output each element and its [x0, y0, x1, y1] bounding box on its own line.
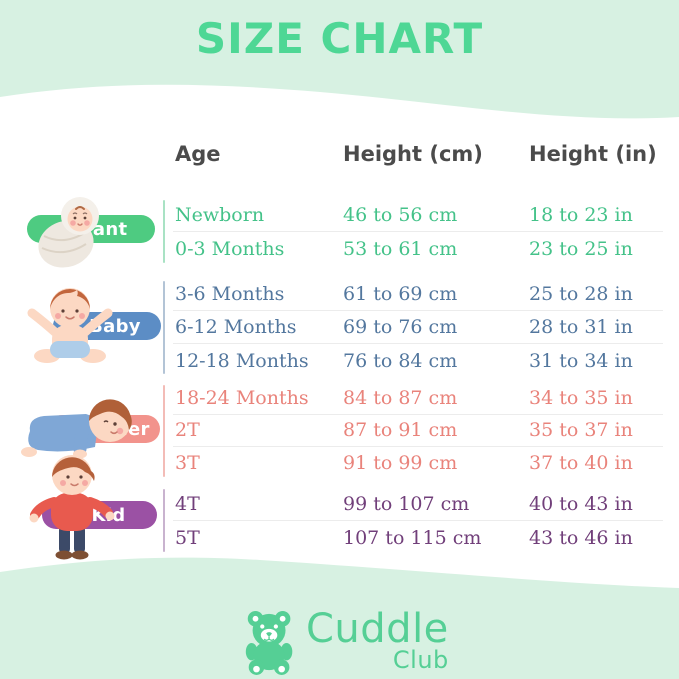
age-cell: 12-18 Months [175, 349, 309, 372]
height-cm-cell: 84 to 87 cm [343, 386, 458, 409]
kid-divider-line [163, 489, 165, 552]
height-cm-cell: 53 to 61 cm [343, 237, 458, 260]
table-row: 4T 99 to 107 cm 40 to 43 in [173, 488, 663, 521]
table-header: Age Height (cm) Height (in) [173, 142, 663, 166]
age-cell: 18-24 Months [175, 386, 309, 409]
age-cell: 4T [175, 493, 200, 515]
height-in-cell: 23 to 25 in [529, 237, 633, 260]
sitting-baby-illustration [27, 288, 113, 363]
table-row: 6-12 Months 69 to 76 cm 28 to 31 in [173, 311, 663, 344]
swaddled-infant-illustration [38, 197, 99, 268]
header-height-in: Height (in) [529, 142, 657, 166]
height-in-cell: 25 to 28 in [529, 283, 633, 305]
age-cell: 6-12 Months [175, 316, 297, 338]
infant-rows: Newborn 46 to 56 cm 18 to 23 in 0-3 Months 5… [173, 199, 663, 265]
height-in-cell: 37 to 40 in [529, 452, 633, 475]
height-in-cell: 18 to 23 in [529, 204, 633, 226]
height-in-cell: 31 to 34 in [529, 349, 633, 372]
table-row: 3-6 Months 61 to 69 cm 25 to 28 in [173, 278, 663, 311]
height-in-cell: 28 to 31 in [529, 316, 633, 338]
height-in-cell: 40 to 43 in [529, 493, 633, 515]
teddy-bear-icon [245, 611, 293, 675]
header-age: Age [175, 142, 221, 166]
age-cell: 3-6 Months [175, 283, 285, 305]
logo-sub: Club [392, 646, 449, 674]
logo-name: Cuddle [306, 606, 449, 652]
height-cm-cell: 107 to 115 cm [343, 526, 482, 549]
header-height-cm: Height (cm) [343, 142, 483, 166]
baby-divider-line [163, 281, 165, 374]
table-row: 3T 91 to 99 cm 37 to 40 in [173, 447, 663, 480]
table-row: 5T 107 to 115 cm 43 to 46 in [173, 521, 663, 554]
height-in-cell: 35 to 37 in [529, 419, 633, 442]
age-cell: 2T [175, 419, 200, 442]
table-row: 12-18 Months 76 to 84 cm 31 to 34 in [173, 344, 663, 377]
table-row: 18-24 Months 84 to 87 cm 34 to 35 in [173, 382, 663, 415]
table-row: 0-3 Months 53 to 61 cm 23 to 25 in [173, 232, 663, 265]
bottom-wave-background [0, 557, 679, 679]
height-cm-cell: 61 to 69 cm [343, 283, 458, 305]
infant-divider-line [163, 200, 165, 263]
age-cell: 5T [175, 526, 200, 549]
brand-logo: Cuddle Club [240, 608, 449, 676]
toddler-rows: 18-24 Months 84 to 87 cm 34 to 35 in 2T 87 t… [173, 382, 663, 480]
crawling-toddler-illustration [21, 399, 132, 459]
age-cell: 0-3 Months [175, 237, 285, 260]
baby-rows: 3-6 Months 61 to 69 cm 25 to 28 in 6-12 Mon… [173, 278, 663, 377]
table-row: Newborn 46 to 56 cm 18 to 23 in [173, 199, 663, 232]
kid-rows: 4T 99 to 107 cm 40 to 43 in 5T 107 to 115 cm… [173, 488, 663, 554]
top-wave-background [0, 0, 679, 119]
height-cm-cell: 99 to 107 cm [343, 493, 470, 515]
age-cell: 3T [175, 452, 200, 475]
size-group-infant: Infant Newborn 46 to 56 cm 18 to 23 in 0-3 … [0, 199, 679, 265]
height-cm-cell: 91 to 99 cm [343, 452, 458, 475]
height-cm-cell: 46 to 56 cm [343, 204, 458, 226]
height-cm-cell: 76 to 84 cm [343, 349, 458, 372]
height-cm-cell: 69 to 76 cm [343, 316, 458, 338]
height-cm-cell: 87 to 91 cm [343, 419, 458, 442]
toddler-divider-line [163, 385, 165, 477]
height-in-cell: 43 to 46 in [529, 526, 633, 549]
table-row: 2T 87 to 91 cm 35 to 37 in [173, 415, 663, 448]
page-title: SIZE CHART [195, 14, 484, 63]
age-cell: Newborn [175, 204, 265, 226]
standing-kid-illustration [29, 455, 115, 560]
height-in-cell: 34 to 35 in [529, 386, 633, 409]
